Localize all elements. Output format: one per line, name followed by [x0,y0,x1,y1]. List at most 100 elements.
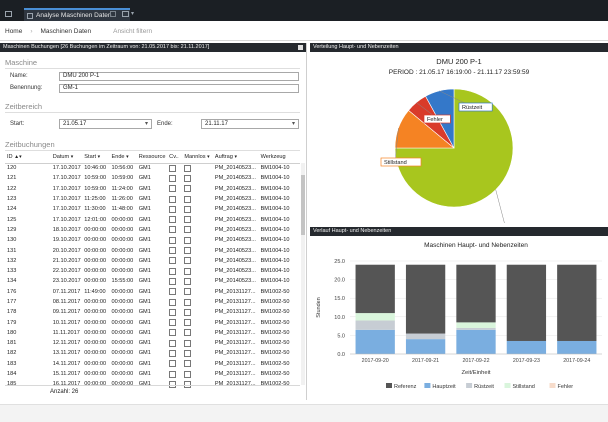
table-row[interactable]: 125 17.10.2017 12:01:00 00:00:00 GM1 PM_20140… [5,214,300,224]
table-row[interactable]: 134 23.10.2017 00:00:00 15:55:00 GM1 PM_20140… [5,276,300,286]
mannlos-checkbox[interactable] [184,205,192,213]
column-header-start[interactable]: Start ▾ [82,152,110,164]
cv-checkbox[interactable] [169,329,177,337]
breadcrumb-home[interactable]: Home [5,28,23,35]
bar-segment-referenz[interactable] [506,264,547,341]
cv-checkbox[interactable] [169,205,177,213]
bar-segment-hauptzeit[interactable] [405,339,446,354]
column-header-cv[interactable]: Cv.. [167,152,183,164]
column-header-werkzeug[interactable]: Werkzeug [258,152,300,164]
legend-item-rüstzeit[interactable]: Rüstzeit [474,384,494,390]
mannlos-checkbox[interactable] [184,185,192,193]
designation-field[interactable]: GM-1 [59,84,299,93]
table-row[interactable]: 124 17.10.2017 11:30:00 11:48:00 GM1 PM_20140… [5,204,300,214]
column-header-datum[interactable]: Datum ▾ [50,152,83,164]
tab-menu-chevron-icon[interactable]: ▾ [131,11,135,17]
table-row[interactable]: 179 10.11.2017 00:00:00 00:00:00 GM1 PM_20131… [5,317,300,327]
mannlos-checkbox[interactable] [184,216,192,224]
mannlos-checkbox[interactable] [184,329,192,337]
mannlos-checkbox[interactable] [184,298,192,306]
cv-checkbox[interactable] [169,226,177,234]
column-header-ende[interactable]: Ende ▾ [109,152,137,164]
bar-segment-referenz[interactable] [456,264,496,323]
table-row[interactable]: 129 18.10.2017 00:00:00 00:00:00 GM1 PM_20140… [5,225,300,235]
breadcrumb-current[interactable]: Maschinen Daten [40,28,92,35]
mannlos-checkbox[interactable] [184,380,192,388]
mannlos-checkbox[interactable] [184,174,192,182]
column-header-id[interactable]: ID ▲▾ [5,152,51,164]
mannlos-checkbox[interactable] [184,360,192,368]
cv-checkbox[interactable] [169,216,177,224]
column-header-ressource[interactable]: Ressource ▾ [136,152,168,164]
start-date-select[interactable]: 21.05.17 ▾ [59,119,152,129]
scrollbar-thumb[interactable] [301,175,305,235]
mannlos-checkbox[interactable] [184,370,192,378]
table-row[interactable]: 176 07.11.2017 11:49:00 00:00:00 GM1 PM_20131… [5,287,300,297]
bar-segment-stillstand[interactable] [456,322,496,328]
column-header-auftrag[interactable]: Auftrag ▾ [212,152,259,164]
table-row[interactable]: 184 15.11.2017 00:00:00 00:00:00 GM1 PM_20131… [5,369,300,379]
cv-checkbox[interactable] [169,185,177,193]
mannlos-checkbox[interactable] [184,247,192,255]
table-row[interactable]: 180 11.11.2017 00:00:00 00:00:00 GM1 PM_20131… [5,328,300,338]
table-row[interactable]: 185 16.11.2017 00:00:00 00:00:00 GM1 PM_20131… [5,379,300,389]
bar-segment-hauptzeit[interactable] [557,340,597,354]
cv-checkbox[interactable] [169,319,177,327]
mannlos-checkbox[interactable] [184,319,192,327]
mannlos-checkbox[interactable] [184,226,192,234]
table-row[interactable]: 122 17.10.2017 10:59:00 11:24:00 GM1 PM_20140… [5,184,300,194]
legend-item-hauptzeit[interactable]: Hauptzeit [432,384,456,390]
bar-segment-hauptzeit[interactable] [355,329,395,354]
mannlos-checkbox[interactable] [184,349,192,357]
bar-segment-hauptzeit[interactable] [456,329,496,354]
cv-checkbox[interactable] [169,174,177,182]
table-row[interactable]: 133 22.10.2017 00:00:00 00:00:00 GM1 PM_20140… [5,266,300,276]
bar-segment-referenz[interactable] [405,264,446,334]
legend-item-fehler[interactable]: Fehler [558,384,574,390]
column-header-mannlos[interactable]: Mannlos ▾ [182,152,213,164]
cv-checkbox[interactable] [169,370,177,378]
table-row[interactable]: 183 14.11.2017 00:00:00 00:00:00 GM1 PM_20131… [5,359,300,369]
cv-checkbox[interactable] [169,349,177,357]
table-row[interactable]: 130 19.10.2017 00:00:00 00:00:00 GM1 PM_20140… [5,235,300,245]
table-row[interactable]: 177 08.11.2017 00:00:00 00:00:00 GM1 PM_20131… [5,297,300,307]
cv-checkbox[interactable] [169,308,177,316]
cv-checkbox[interactable] [169,164,177,172]
table-row[interactable]: 132 21.10.2017 00:00:00 00:00:00 GM1 PM_20140… [5,256,300,266]
bar-segment-rüstzeit[interactable] [405,333,446,340]
legend-item-stillstand[interactable]: Stillstand [513,384,535,390]
cv-checkbox[interactable] [169,288,177,296]
table-row[interactable]: 181 12.11.2017 00:00:00 00:00:00 GM1 PM_20131… [5,338,300,348]
cv-checkbox[interactable] [169,195,177,203]
cv-checkbox[interactable] [169,277,177,285]
table-row[interactable]: 178 09.11.2017 00:00:00 00:00:00 GM1 PM_20131… [5,307,300,317]
table-row[interactable]: 182 13.11.2017 00:00:00 00:00:00 GM1 PM_20131… [5,348,300,358]
table-row[interactable]: 121 17.10.2017 10:59:00 10:59:00 GM1 PM_20140… [5,173,300,183]
cv-checkbox[interactable] [169,298,177,306]
bar-segment-stillstand[interactable] [355,313,395,321]
tab-analyse-maschinen-daten[interactable]: Analyse Maschinen Daten [24,8,130,21]
bar-segment-referenz[interactable] [355,264,395,314]
bar-segment-rüstzeit[interactable] [456,327,496,330]
tab-close-icon[interactable] [110,11,116,17]
mannlos-checkbox[interactable] [184,308,192,316]
mannlos-checkbox[interactable] [184,257,192,265]
mannlos-checkbox[interactable] [184,288,192,296]
bar-segment-rüstzeit[interactable] [355,320,395,330]
legend-item-referenz[interactable]: Referenz [394,384,417,390]
table-row[interactable]: 131 20.10.2017 00:00:00 00:00:00 GM1 PM_20140… [5,245,300,255]
name-field[interactable]: DMU 200 P-1 [59,72,299,81]
cv-checkbox[interactable] [169,380,177,388]
end-date-select[interactable]: 21.11.17 ▾ [201,119,299,129]
bar-segment-hauptzeit[interactable] [506,340,547,354]
mannlos-checkbox[interactable] [184,339,192,347]
home-icon[interactable] [5,11,12,17]
table-row[interactable]: 123 17.10.2017 11:25:00 11:26:00 GM1 PM_20140… [5,194,300,204]
maximize-icon[interactable] [298,45,303,50]
table-row[interactable]: 120 17.10.2017 10:46:00 10:56:00 GM1 PM_20140… [5,163,300,173]
cv-checkbox[interactable] [169,257,177,265]
mannlos-checkbox[interactable] [184,164,192,172]
filter-view-button[interactable]: Ansicht filtern [113,28,153,35]
table-scrollbar[interactable] [301,163,305,385]
cv-checkbox[interactable] [169,267,177,275]
